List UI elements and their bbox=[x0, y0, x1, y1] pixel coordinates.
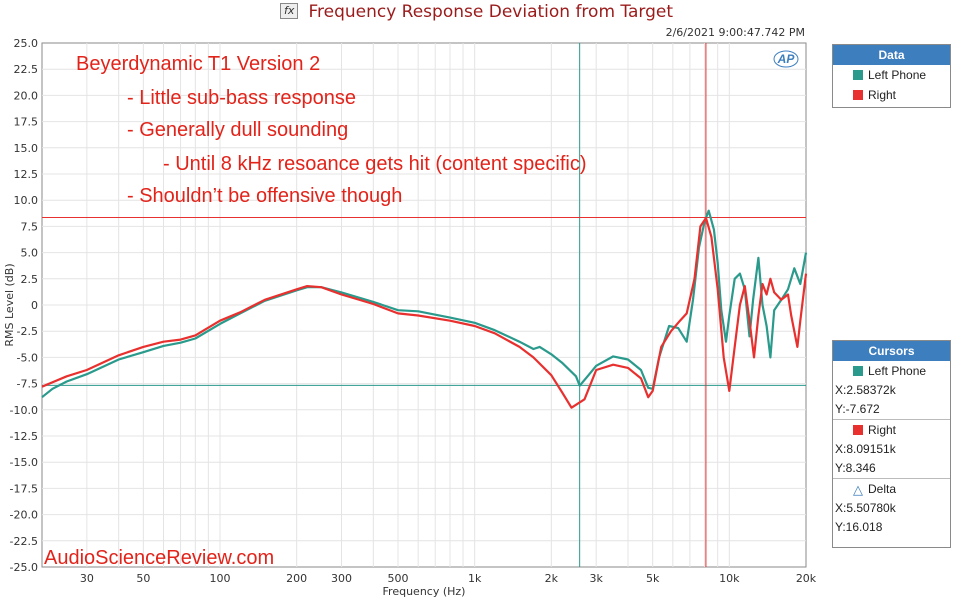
delta-triangle-icon: △ bbox=[853, 482, 863, 497]
y-tick-label: 25.0 bbox=[14, 37, 39, 50]
legend-label: Left Phone bbox=[868, 68, 927, 82]
y-axis-label: RMS Level (dB) bbox=[3, 263, 16, 346]
annotation-line: - Generally dull sounding bbox=[127, 119, 348, 141]
y-tick-label: 7.5 bbox=[21, 220, 39, 233]
y-tick-label: 10.0 bbox=[14, 194, 39, 207]
cursor-label: Delta bbox=[868, 482, 897, 496]
cursor-y-value: Y:16.018 bbox=[835, 520, 883, 534]
cursor-head: Right bbox=[833, 420, 950, 440]
fx-icon: fx bbox=[279, 3, 299, 19]
ap-logo: AP bbox=[777, 52, 796, 66]
legend-swatch-left-phone bbox=[853, 70, 863, 80]
cursor-x-value: X:5.50780k bbox=[835, 501, 896, 515]
x-tick-label: 20k bbox=[796, 572, 817, 585]
x-tick-label: 500 bbox=[388, 572, 409, 585]
cursor-swatch-right bbox=[853, 425, 863, 435]
x-tick-label: 100 bbox=[210, 572, 231, 585]
legend-item-right[interactable]: Right bbox=[833, 85, 950, 105]
cursors-title: Cursors bbox=[833, 341, 950, 361]
y-tick-label: -10.0 bbox=[10, 404, 38, 417]
y-tick-label: 5.0 bbox=[21, 247, 39, 260]
chart-title-bar: fx Frequency Response Deviation from Tar… bbox=[0, 2, 953, 26]
ap-logo-ring bbox=[773, 50, 799, 68]
cursor-head: Left Phone bbox=[833, 361, 950, 381]
chart-svg: 25.0 22.5 20.0 17.5 15.0 12.5 10.0 7.5 5.0 2.5 0 -2… bbox=[3, 37, 817, 598]
cursor-group-delta[interactable]: △ Delta X:5.50780k Y:16.018 bbox=[833, 478, 950, 537]
cursors-panel: Cursors Left Phone X:2.58372k Y:-7.672 R… bbox=[832, 340, 951, 548]
legend-label: Right bbox=[868, 88, 897, 102]
y-tick-label: 22.5 bbox=[14, 63, 39, 76]
series-line-right bbox=[41, 216, 808, 409]
cursor-swatch-left-phone bbox=[853, 366, 863, 376]
x-tick-label: 1k bbox=[468, 572, 482, 585]
annotation-line: - Until 8 kHz resoance gets hit (content… bbox=[163, 153, 587, 175]
cursor-x-value: X:2.58372k bbox=[835, 383, 896, 397]
x-tick-label: 300 bbox=[331, 572, 352, 585]
y-tick-label: -25.0 bbox=[10, 561, 38, 574]
x-tick-label: 5k bbox=[646, 572, 660, 585]
y-tick-label: -5.0 bbox=[17, 351, 38, 364]
y-tick-label: -17.5 bbox=[10, 482, 38, 495]
x-tick-label: 50 bbox=[136, 572, 150, 585]
x-tick-label: 3k bbox=[589, 572, 603, 585]
y-tick-label: -2.5 bbox=[17, 325, 38, 338]
cursor-x-value: X:8.09151k bbox=[835, 442, 896, 456]
x-tick-label: 2k bbox=[545, 572, 559, 585]
annotation-line: - Shouldn’t be offensive though bbox=[127, 185, 402, 207]
x-tick-label: 200 bbox=[286, 572, 307, 585]
legend-title: Data bbox=[833, 45, 950, 65]
watermark: AudioScienceReview.com bbox=[44, 547, 274, 569]
y-tick-label: 15.0 bbox=[14, 142, 39, 155]
y-tick-label: 17.5 bbox=[14, 116, 39, 129]
y-tick-label: 20.0 bbox=[14, 89, 39, 102]
cursor-group-right[interactable]: Right X:8.09151k Y:8.346 bbox=[833, 419, 950, 478]
cursor-label: Right bbox=[868, 423, 897, 437]
cursor-y-value: Y:-7.672 bbox=[835, 402, 880, 416]
cursor-group-left-phone[interactable]: Left Phone X:2.58372k Y:-7.672 bbox=[833, 361, 950, 419]
chart-title: Frequency Response Deviation from Target bbox=[308, 2, 674, 22]
legend-panel: Data Left Phone Right bbox=[832, 44, 951, 108]
cursor-label: Left Phone bbox=[868, 364, 927, 378]
x-tick-label: 30 bbox=[80, 572, 94, 585]
cursor-y-value: Y:8.346 bbox=[835, 461, 876, 475]
y-tick-label: -15.0 bbox=[10, 456, 38, 469]
cursor-head: △ Delta bbox=[833, 479, 950, 499]
legend-item-left-phone[interactable]: Left Phone bbox=[833, 65, 950, 85]
y-tick-label: -22.5 bbox=[10, 535, 38, 548]
annotation-line: Beyerdynamic T1 Version 2 bbox=[76, 53, 320, 75]
y-tick-label: -20.0 bbox=[10, 509, 38, 522]
x-axis-label: Frequency (Hz) bbox=[383, 585, 466, 598]
y-tick-label: 12.5 bbox=[14, 168, 39, 181]
y-tick-label: -12.5 bbox=[10, 430, 38, 443]
y-tick-label: -7.5 bbox=[17, 378, 38, 391]
x-tick-label: 10k bbox=[719, 572, 740, 585]
y-tick-label: 0 bbox=[31, 299, 38, 312]
annotation-line: - Little sub-bass response bbox=[127, 87, 356, 109]
legend-swatch-right bbox=[853, 90, 863, 100]
timestamp: 2/6/2021 9:00:47.742 PM bbox=[665, 26, 805, 39]
y-tick-label: 2.5 bbox=[21, 273, 39, 286]
